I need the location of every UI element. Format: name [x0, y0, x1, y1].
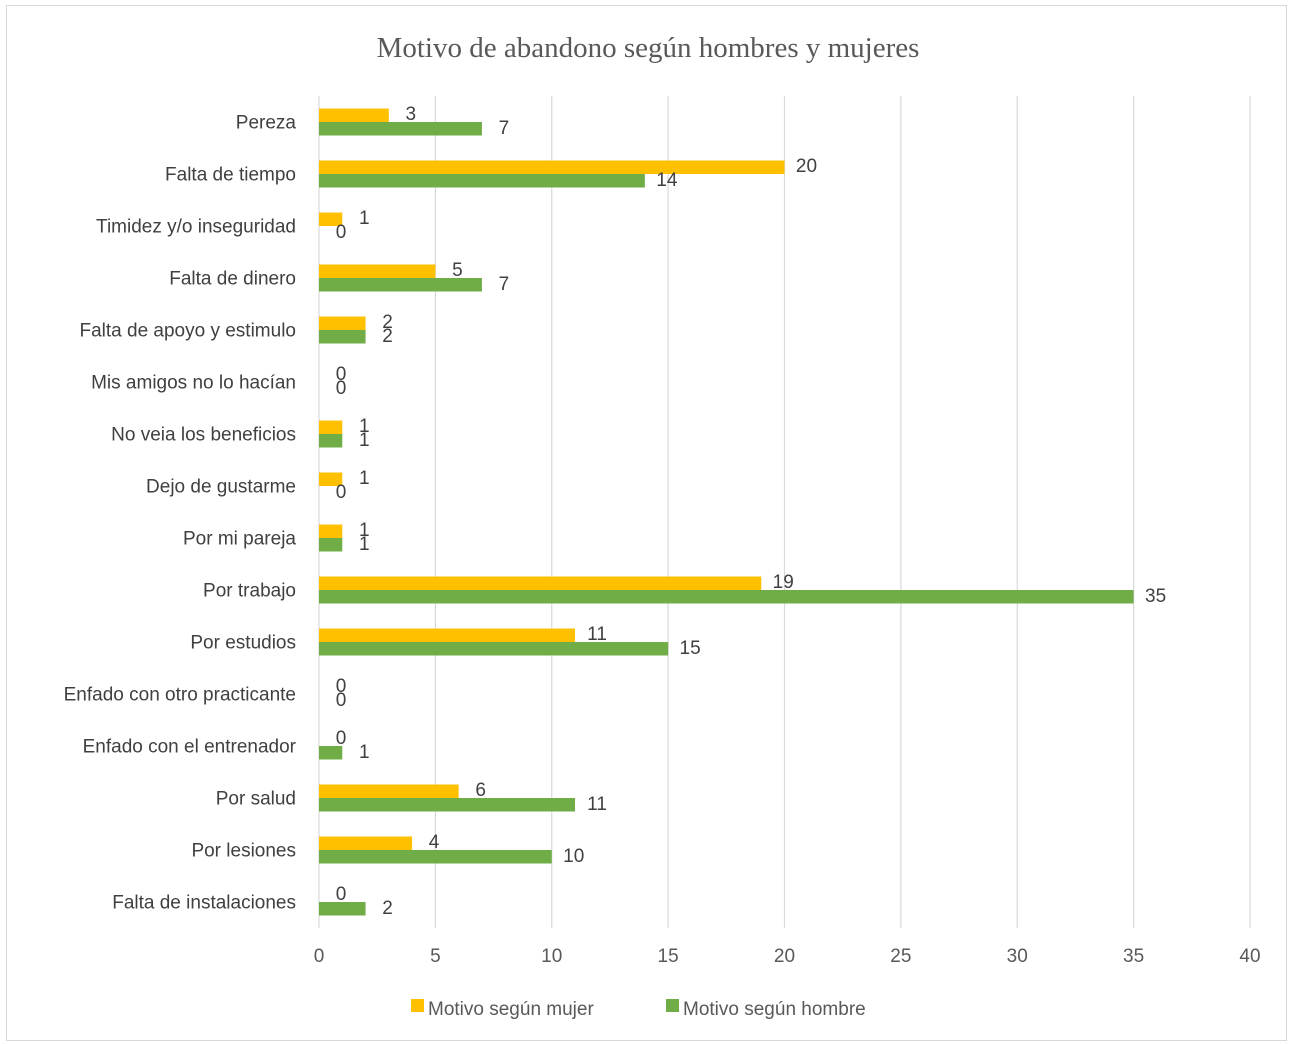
- category-label: Por mi pareja: [183, 529, 296, 550]
- data-label: 1: [359, 430, 370, 451]
- x-tick-label: 40: [1239, 946, 1260, 967]
- bar-mujer: [319, 108, 389, 122]
- bar-hombre: [319, 330, 366, 344]
- data-label: 0: [336, 690, 347, 711]
- data-label: 0: [336, 482, 347, 503]
- data-label: 10: [563, 846, 584, 867]
- category-label: Dejo de gustarme: [146, 477, 296, 498]
- category-label: Enfado con el entrenador: [83, 737, 297, 758]
- data-label: 1: [359, 742, 370, 763]
- x-tick-label: 15: [658, 946, 679, 967]
- category-label: Falta de instalaciones: [112, 893, 296, 914]
- x-tick-label: 20: [774, 946, 795, 967]
- data-label: 5: [452, 260, 463, 281]
- category-label: Por lesiones: [191, 841, 296, 862]
- bar-mujer: [319, 316, 366, 330]
- bar-hombre: [319, 590, 1134, 604]
- category-label: Por estudios: [190, 633, 296, 654]
- data-label: 7: [499, 118, 510, 139]
- data-label: 2: [382, 326, 393, 347]
- legend-label: Motivo según mujer: [428, 999, 594, 1020]
- category-label: Timidez y/o inseguridad: [96, 217, 296, 238]
- data-label: 1: [359, 534, 370, 555]
- data-label: 0: [336, 728, 347, 749]
- data-label: 4: [429, 832, 440, 853]
- data-label: 11: [587, 794, 607, 815]
- data-label: 19: [773, 572, 794, 593]
- x-tick-label: 25: [890, 946, 911, 967]
- bar-hombre: [319, 174, 645, 188]
- data-label: 0: [336, 378, 347, 399]
- category-label: Pereza: [236, 113, 297, 134]
- data-label: 15: [680, 638, 701, 659]
- x-tick-label: 30: [1007, 946, 1028, 967]
- data-label: 2: [382, 898, 393, 919]
- bar-hombre: [319, 434, 343, 448]
- data-label: 1: [359, 520, 370, 541]
- data-label: 1: [359, 208, 370, 229]
- data-label: 20: [796, 156, 817, 177]
- bar-hombre: [319, 850, 552, 864]
- legend-label: Motivo según hombre: [683, 999, 866, 1020]
- bar-hombre: [319, 122, 482, 136]
- data-label: 35: [1145, 586, 1166, 607]
- category-label: Falta de apoyo y estimulo: [79, 321, 296, 342]
- bars: [319, 108, 1134, 916]
- category-label: Mis amigos no lo hacían: [91, 373, 296, 394]
- data-label: 0: [336, 364, 347, 385]
- data-label: 14: [656, 170, 678, 191]
- data-label: 1: [359, 468, 370, 489]
- bar-mujer: [319, 160, 785, 174]
- data-label: 0: [336, 222, 347, 243]
- data-label: 1: [359, 416, 370, 437]
- bar-hombre: [319, 798, 576, 812]
- bar-mujer: [319, 264, 436, 278]
- bar-mujer: [319, 420, 343, 434]
- bar-mujer: [319, 784, 459, 798]
- legend: Motivo según mujer Motivo según hombre: [411, 999, 866, 1020]
- bar-mujer: [319, 576, 762, 590]
- x-axis-ticks: 0 5 10 15 20 25 30 35 40: [314, 946, 1261, 967]
- data-label: 0: [336, 884, 347, 905]
- category-label: Por salud: [216, 789, 296, 810]
- x-tick-label: 0: [314, 946, 325, 967]
- bar-mujer: [319, 524, 343, 538]
- data-label: 2: [382, 312, 393, 333]
- bar-hombre: [319, 746, 343, 760]
- category-label: Por trabajo: [203, 581, 296, 602]
- category-label: Falta de dinero: [169, 269, 296, 290]
- chart-area: [6, 5, 1287, 1041]
- bar-hombre: [319, 538, 343, 552]
- chart-title: Motivo de abandono según hombres y mujer…: [377, 32, 920, 64]
- bar-hombre: [319, 278, 482, 292]
- bar-mujer: [319, 836, 413, 850]
- legend-swatch: [666, 999, 679, 1012]
- category-label: Falta de tiempo: [165, 165, 296, 186]
- data-label: 11: [587, 624, 607, 645]
- category-label: No veia los beneficios: [111, 425, 296, 446]
- data-label: 3: [406, 104, 417, 125]
- bar-mujer: [319, 212, 343, 226]
- category-labels: Pereza Falta de tiempo Timidez y/o insegur…: [64, 113, 297, 914]
- data-label: 6: [475, 780, 486, 801]
- x-tick-label: 35: [1123, 946, 1144, 967]
- legend-swatch: [411, 999, 424, 1012]
- bar-hombre: [319, 902, 366, 916]
- bar-mujer: [319, 628, 576, 642]
- bar-mujer: [319, 472, 343, 486]
- category-label: Enfado con otro practicante: [64, 685, 296, 706]
- data-label: 0: [336, 676, 347, 697]
- x-tick-label: 10: [541, 946, 562, 967]
- data-label: 7: [499, 274, 510, 295]
- x-tick-label: 5: [430, 946, 441, 967]
- bar-hombre: [319, 642, 669, 656]
